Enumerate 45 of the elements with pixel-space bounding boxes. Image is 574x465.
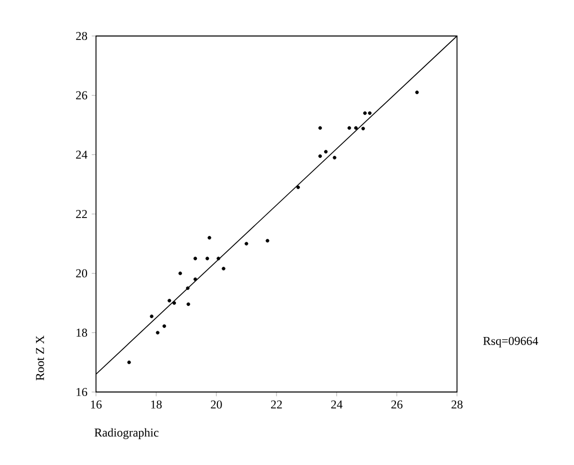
point bbox=[332, 156, 336, 160]
x-axis-title: Radiographic bbox=[94, 428, 158, 440]
y-tick-label: 26 bbox=[76, 91, 88, 100]
point bbox=[178, 272, 182, 276]
point bbox=[244, 242, 248, 246]
point bbox=[208, 236, 212, 240]
point bbox=[216, 256, 220, 260]
point bbox=[324, 150, 328, 154]
point bbox=[363, 111, 367, 115]
y-tick-label: 28 bbox=[76, 32, 88, 40]
x-tick-label: 18 bbox=[151, 400, 162, 409]
point bbox=[168, 298, 172, 302]
x-tick-label: 16 bbox=[91, 400, 102, 409]
point bbox=[415, 90, 419, 94]
y-tick-label: 20 bbox=[76, 269, 88, 278]
point bbox=[361, 126, 365, 130]
point bbox=[162, 324, 166, 328]
point bbox=[172, 301, 176, 305]
point bbox=[150, 314, 154, 318]
point bbox=[318, 154, 322, 158]
point bbox=[127, 360, 131, 364]
point bbox=[193, 277, 198, 282]
y-tick-label: 16 bbox=[76, 388, 88, 396]
point bbox=[266, 238, 270, 242]
point bbox=[222, 266, 226, 270]
point bbox=[368, 111, 372, 115]
point bbox=[318, 126, 322, 130]
point bbox=[206, 256, 210, 260]
point bbox=[186, 286, 190, 290]
x-tick-label: 28 bbox=[452, 400, 463, 409]
x-tick-label: 24 bbox=[331, 400, 342, 408]
point bbox=[193, 256, 198, 260]
point bbox=[156, 330, 160, 334]
y-axis-title: Root Z X bbox=[36, 336, 44, 380]
point bbox=[186, 302, 190, 306]
point bbox=[354, 126, 358, 130]
x-tick-label: 26 bbox=[391, 400, 402, 409]
text: Rsq=09664 bbox=[483, 336, 538, 348]
x-tick-label: 22 bbox=[271, 400, 282, 408]
point bbox=[296, 186, 300, 190]
x-tick-label: 20 bbox=[210, 400, 222, 409]
y-tick-label: 22 bbox=[76, 210, 87, 218]
point bbox=[348, 126, 352, 130]
y-tick-label: 24 bbox=[76, 150, 88, 159]
y-tick-label: 18 bbox=[76, 328, 88, 337]
